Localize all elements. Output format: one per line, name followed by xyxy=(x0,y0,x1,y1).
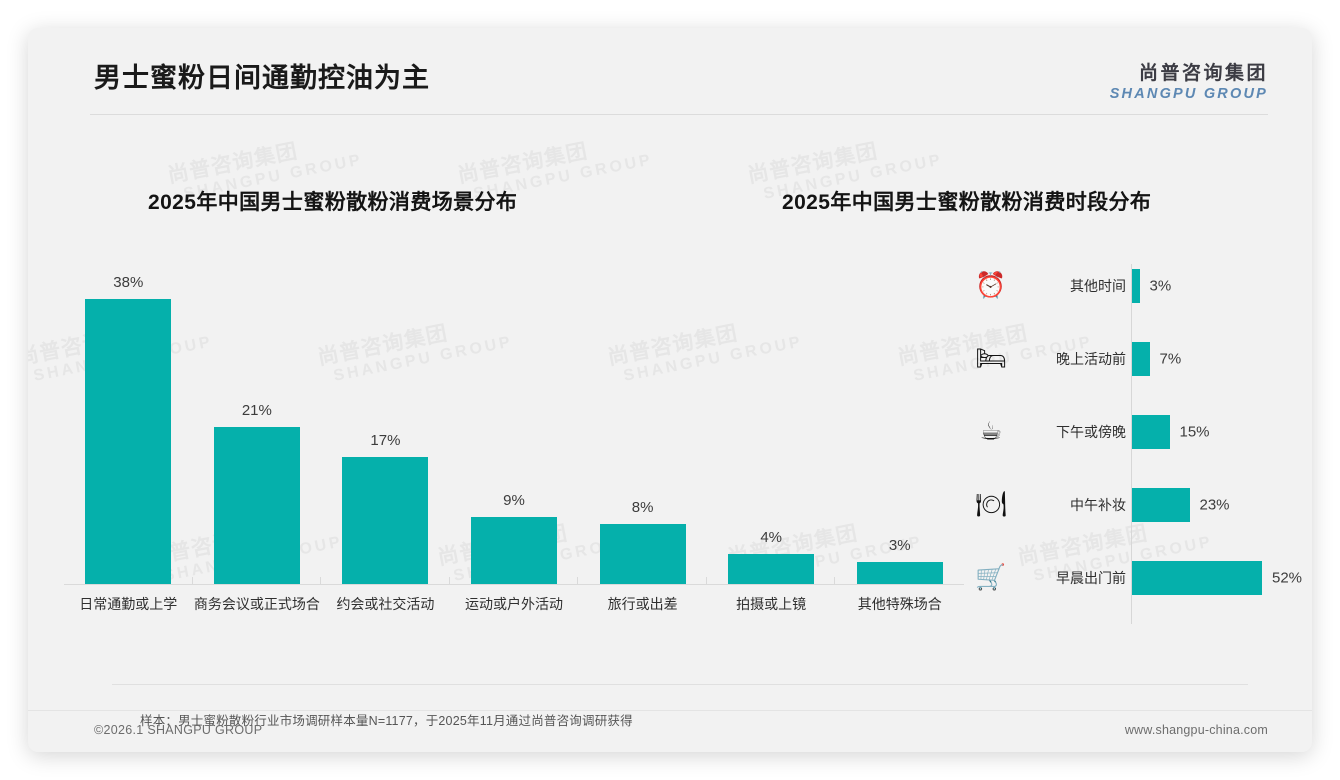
axis-tick xyxy=(321,577,450,585)
bed-icon: 🛏 xyxy=(975,344,1007,373)
company-logo: 尚普咨询集团 SHANGPU GROUP xyxy=(1110,58,1268,102)
horizontal-chart-axis xyxy=(1131,264,1132,624)
bar-value-label: 52% xyxy=(1272,569,1303,587)
category-label: 晚上活动前 xyxy=(1056,351,1126,367)
category-label: 中午补妆 xyxy=(1070,497,1126,513)
charts-region: 2025年中国男士蜜粉散粉消费场景分布 2025年中国男士蜜粉散粉消费时段分布 … xyxy=(28,124,1312,684)
scene-distribution-chart: 38% 21% 17% 9% 8% 4% 3% 日常通勤或上学 商务会议或正式场合 约会或社交活… xyxy=(64,254,964,624)
website-link[interactable]: www.shangpu-china.com xyxy=(1124,723,1268,737)
vertical-bars-area: 38% 21% 17% 9% 8% 4% 3% xyxy=(64,254,964,584)
bar-column: 21% xyxy=(193,254,322,584)
time-row: 🍽 中午补妆 23% xyxy=(958,483,1288,527)
bar-value-label: 4% xyxy=(760,529,783,546)
page-title: 男士蜜粉日间通勤控油为主 xyxy=(94,63,430,93)
bar[interactable] xyxy=(1132,488,1190,522)
category-label: 拍摄或上镜 xyxy=(736,596,807,612)
bar-value-label: 9% xyxy=(503,491,525,509)
copyright-text: ©2026.1 SHANGPU GROUP xyxy=(94,723,263,737)
category-label: 其他特殊场合 xyxy=(857,596,942,612)
slide-header: 男士蜜粉日间通勤控油为主 尚普咨询集团 SHANGPU GROUP xyxy=(28,28,1312,114)
time-row: ☕ 下午或傍晚 15% xyxy=(958,410,1288,454)
bar[interactable] xyxy=(85,299,172,584)
bar-value-label: 15% xyxy=(1179,423,1210,441)
bar[interactable] xyxy=(1132,415,1170,449)
category-label: 旅行或出差 xyxy=(607,596,678,612)
axis-tick xyxy=(193,577,322,585)
bar[interactable] xyxy=(1132,269,1140,303)
category-label: 日常通勤或上学 xyxy=(79,596,178,612)
category-label: 下午或傍晚 xyxy=(1056,424,1126,440)
axis-tick xyxy=(578,577,707,585)
axis-tick xyxy=(707,577,836,585)
axis-tick xyxy=(450,577,579,585)
bar-column: 17% xyxy=(321,254,450,584)
bar-column: 4% xyxy=(707,254,836,584)
alarm-clock-icon: ⏰ xyxy=(975,271,1007,300)
sample-note: 样本：男士蜜粉散粉行业市场调研样本量N=1177，于2025年11月通过尚普咨询… xyxy=(140,714,633,728)
header-divider xyxy=(90,114,1268,115)
time-row: 🛏 晚上活动前 7% xyxy=(958,337,1288,381)
bar[interactable] xyxy=(1132,342,1150,376)
bar-column: 38% xyxy=(64,254,193,584)
bar-value-label: 3% xyxy=(888,536,911,554)
vertical-chart-baseline xyxy=(64,584,964,585)
bar-value-label: 21% xyxy=(241,401,272,419)
logo-english-name: SHANGPU GROUP xyxy=(1109,86,1268,102)
axis-tick xyxy=(64,577,193,585)
plate-cutlery-icon: 🍽 xyxy=(975,490,1007,519)
shopping-cart-icon: 🛒 xyxy=(975,563,1007,592)
category-label: 商务会议或正式场合 xyxy=(193,596,320,612)
category-label: 其他时间 xyxy=(1070,278,1126,294)
slide-footer: ©2026.1 SHANGPU GROUP www.shangpu-china.… xyxy=(28,710,1312,752)
bar-value-label: 7% xyxy=(1159,350,1182,368)
bar-column: 3% xyxy=(835,254,964,584)
bar[interactable] xyxy=(471,516,558,584)
bar[interactable] xyxy=(599,524,686,584)
time-row: ⏰ 其他时间 3% xyxy=(958,264,1288,308)
footnote-divider xyxy=(112,684,1248,685)
category-label: 约会或社交活动 xyxy=(336,596,435,612)
bar[interactable] xyxy=(342,456,429,584)
coffee-cup-icon: ☕ xyxy=(979,417,1003,446)
bar-value-label: 38% xyxy=(113,274,144,291)
bar-value-label: 8% xyxy=(631,499,654,516)
bar-column: 8% xyxy=(578,254,707,584)
chart-title-scene: 2025年中国男士蜜粉散粉消费场景分布 xyxy=(148,191,518,214)
bar-column: 9% xyxy=(450,254,579,584)
chart-title-time: 2025年中国男士蜜粉散粉消费时段分布 xyxy=(782,191,1152,214)
bar[interactable] xyxy=(1132,561,1262,595)
time-row: 🛒 早晨出门前 52% xyxy=(958,556,1302,600)
vertical-axis-ticks xyxy=(64,577,964,585)
bar[interactable] xyxy=(856,561,943,584)
category-label: 运动或户外活动 xyxy=(465,596,564,612)
time-distribution-chart: ⏰ 其他时间 3% 🛏 晚上活动前 7% ☕ 下午或傍晚 15% 🍽 中午补妆 23% 🛒 早晨出门前 52… xyxy=(958,264,1302,624)
vertical-category-labels: 日常通勤或上学 商务会议或正式场合 约会或社交活动 运动或户外活动 旅行或出差 拍摄或上镜… xyxy=(64,594,964,614)
logo-chinese-name: 尚普咨询集团 xyxy=(1138,63,1268,84)
bar[interactable] xyxy=(728,554,815,584)
category-label: 早晨出门前 xyxy=(1056,570,1126,586)
bar[interactable] xyxy=(213,426,300,584)
bar-value-label: 3% xyxy=(1149,277,1172,295)
bar-value-label: 23% xyxy=(1199,496,1230,514)
slide-card: 尚普咨询集团 SHANGPU GROUP 尚普咨询集团 SHANGPU GROU… xyxy=(28,28,1312,752)
bar-value-label: 17% xyxy=(370,431,401,449)
